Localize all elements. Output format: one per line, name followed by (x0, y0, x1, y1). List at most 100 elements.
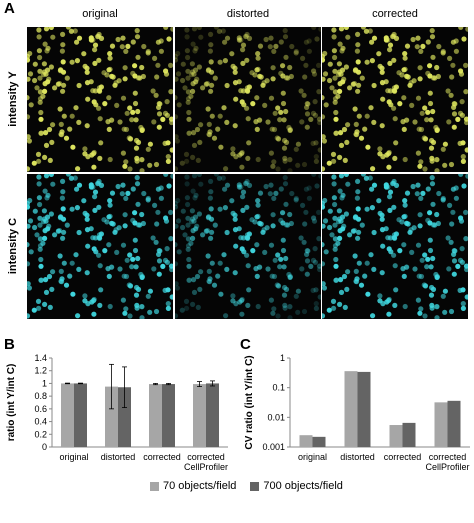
cell-dot (332, 75, 338, 81)
cell-dot (282, 302, 288, 308)
cell-dot (446, 119, 452, 125)
cell-dot (193, 226, 199, 232)
cell-dot (302, 74, 308, 80)
cell-dot (232, 123, 238, 129)
cell-dot (322, 71, 329, 77)
cell-dot (76, 182, 83, 188)
cell-dot (427, 63, 433, 69)
cell-dot (91, 296, 97, 303)
cell-dot (412, 266, 418, 272)
cell-dot (418, 159, 424, 165)
cell-dot (377, 146, 383, 152)
cell-dot (154, 74, 160, 80)
cell-dot (287, 304, 293, 310)
cell-dot (355, 178, 361, 184)
cell-dot (203, 228, 209, 234)
cell-dot (345, 34, 351, 40)
cell-dot (368, 105, 374, 111)
cell-dot (139, 211, 145, 218)
cell-dot (371, 35, 378, 41)
cell-dot (132, 63, 138, 69)
cell-dot (28, 102, 34, 108)
cell-dot (388, 102, 394, 108)
cell-dot (329, 232, 335, 238)
cell-dot (61, 260, 67, 266)
cell-dot (425, 186, 431, 192)
cell-dot (97, 263, 103, 269)
cell-dot (419, 257, 425, 263)
image-intensity-c-original (27, 174, 173, 319)
cell-dot (404, 117, 410, 123)
cell-dot (293, 50, 299, 56)
cell-dot (451, 271, 457, 277)
cell-dot (230, 151, 236, 157)
cell-dot (240, 194, 246, 200)
cell-dot (434, 304, 440, 310)
cell-dot (449, 221, 455, 227)
cell-dot (27, 313, 31, 319)
cell-dot (186, 130, 192, 136)
cell-dot (207, 195, 213, 201)
cell-dot (243, 33, 249, 39)
cell-dot (302, 221, 308, 227)
cell-dot (422, 283, 429, 289)
cell-dot (429, 302, 435, 308)
cell-dot (352, 228, 358, 234)
cell-dot (208, 59, 214, 65)
cell-dot (355, 69, 362, 75)
cell-dot (246, 231, 252, 237)
cell-dot (364, 59, 370, 65)
cell-dot (393, 84, 399, 90)
cell-dot (200, 232, 206, 238)
cell-dot (160, 116, 166, 122)
cell-dot (123, 159, 129, 165)
cell-dot (278, 109, 284, 115)
cell-dot (224, 82, 230, 89)
cell-dot (124, 110, 130, 116)
cell-dot (208, 178, 214, 184)
cell-dot (116, 78, 122, 84)
cell-dot (27, 114, 31, 120)
cell-dot (257, 190, 264, 196)
cell-dot (254, 273, 260, 279)
cell-dot (427, 247, 434, 254)
cell-dot (96, 252, 102, 258)
cell-dot (74, 39, 80, 45)
cell-dot (306, 38, 312, 44)
cell-dot (60, 206, 66, 212)
cell-dot (27, 166, 31, 172)
cell-dot (396, 217, 402, 223)
cell-dot (57, 81, 63, 87)
cell-dot (158, 38, 164, 44)
cell-dot (132, 90, 138, 96)
cell-dot (205, 253, 211, 259)
cell-dot (442, 141, 448, 147)
cell-dot (415, 95, 422, 101)
cell-dot (224, 182, 231, 188)
cell-dot (299, 119, 305, 125)
cell-dot (429, 28, 435, 34)
cell-dot (127, 136, 134, 142)
cell-dot (333, 277, 339, 283)
cell-dot (239, 296, 245, 303)
cell-dot (313, 158, 319, 164)
cell-dot (186, 116, 192, 122)
cell-dot (197, 286, 203, 292)
cell-dot (192, 214, 199, 220)
cell-dot (191, 27, 198, 32)
cell-dot (430, 286, 437, 292)
cell-dot (180, 208, 186, 214)
cell-dot (82, 298, 88, 304)
cell-dot (191, 142, 198, 148)
cell-dot (164, 99, 170, 105)
cell-dot (70, 291, 76, 297)
cell-dot (402, 66, 408, 72)
cell-dot (271, 273, 278, 280)
cell-dot (194, 273, 201, 280)
cell-dot (85, 243, 91, 249)
cell-dot (311, 218, 318, 224)
cell-dot (92, 47, 98, 53)
cell-dot (440, 146, 446, 152)
cell-dot (430, 75, 437, 81)
cell-dot (188, 72, 195, 78)
